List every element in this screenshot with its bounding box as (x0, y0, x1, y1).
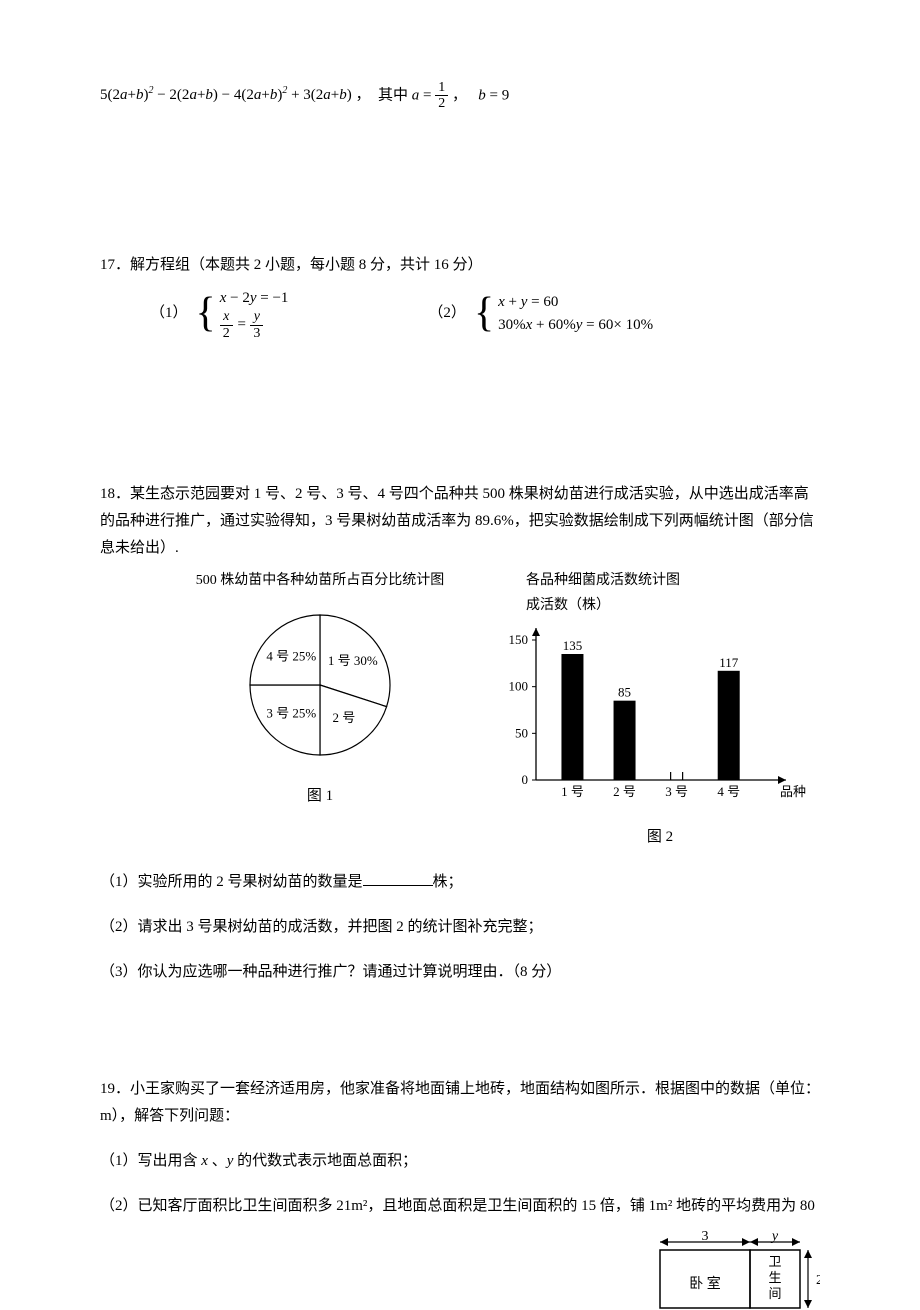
q19-heading: 19．小王家购买了一套经济适用房，他家准备将地面铺上地砖，地面结构如图所示．根据… (100, 1076, 820, 1130)
svg-text:100: 100 (509, 679, 529, 694)
q17-part2: （2） { x + y = 60 30%x + 60%y = 60× 10% (428, 287, 653, 341)
q16-a-frac: 1 2 (435, 80, 448, 112)
q18-pie-caption: 图 1 (140, 783, 500, 810)
svg-text:3 号 25%: 3 号 25% (266, 706, 316, 721)
q19: 19．小王家购买了一套经济适用房，他家准备将地面铺上地砖，地面结构如图所示．根据… (100, 1076, 820, 1220)
dim-y: y (770, 1230, 779, 1244)
svg-text:4 号 25%: 4 号 25% (266, 649, 316, 664)
q18-bar-title2: 成活数（株） (526, 593, 820, 618)
svg-text:2 号: 2 号 (332, 710, 355, 725)
q18-charts: 500 株幼苗中各种幼苗所占百分比统计图 1 号 30% 2 号 3 号 25% 4 … (100, 568, 820, 851)
q18-heading: 18．某生态示范园要对 1 号、2 号、3 号、4 号四个品种共 500 株果树… (100, 481, 820, 562)
dim-2: 2 (816, 1273, 820, 1288)
q18-pie-title: 500 株幼苗中各种幼苗所占百分比统计图 (140, 568, 500, 593)
q18-bar-caption: 图 2 (500, 824, 820, 851)
q18-sub2: （2）请求出 3 号果树幼苗的成活数，并把图 2 的统计图补充完整； (100, 914, 820, 941)
q16-a: a = (412, 87, 435, 103)
q16-b: b = 9 (478, 87, 509, 103)
q17-row: （1） { x − 2y = −1 x2 = y3 （2） { x + y = (150, 287, 820, 341)
q19-floor-diagram: 3 y 卧 室 卫 生 间 2 (650, 1230, 820, 1310)
q17-p2-eq2: 30%x + 60%y = 60× 10% (498, 314, 653, 337)
room-bath-2: 生 (768, 1270, 781, 1285)
q19-sub2: （2）已知客厅面积比卫生间面积多 21m²，且地面总面积是卫生间面积的 15 倍… (100, 1193, 820, 1220)
q18-sub1: （1）实验所用的 2 号果树幼苗的数量是株； (100, 869, 820, 896)
q16-math: 5(2a+b)2 − 2(2a+b) − 4(2a+b)2 + 3(2a+b) … (100, 87, 374, 103)
brace-icon: { (196, 295, 216, 333)
q19-sub1: （1）写出用含 x 、y 的代数式表示地面总面积； (100, 1148, 820, 1175)
q17-heading: 17．解方程组（本题共 2 小题，每小题 8 分，共计 16 分） (100, 252, 820, 279)
svg-text:2 号: 2 号 (613, 784, 636, 799)
q17-p2-eq1: x + y = 60 (498, 291, 653, 314)
room-bath-3: 间 (768, 1286, 781, 1301)
brace-icon: { (474, 295, 494, 333)
svg-text:117: 117 (719, 655, 739, 670)
room-bedroom: 卧 室 (689, 1275, 721, 1292)
svg-text:1 号: 1 号 (561, 784, 584, 799)
q18: 18．某生态示范园要对 1 号、2 号、3 号、4 号四个品种共 500 株果树… (100, 481, 820, 986)
room-bath-1: 卫 (768, 1254, 781, 1269)
q17: 17．解方程组（本题共 2 小题，每小题 8 分，共计 16 分） （1） { … (100, 252, 820, 341)
dim-3: 3 (702, 1230, 709, 1244)
svg-text:85: 85 (618, 685, 631, 700)
q18-bar-chart: 0 50 100 150 135 1 号 85 2 号 3 号 117 4 号 品种 (500, 618, 820, 808)
q17-p1-eq1: x − 2y = −1 (220, 287, 289, 310)
q18-sub3: （3）你认为应选哪一种品种进行推广？请通过计算说明理由．（8 分） (100, 959, 820, 986)
svg-text:品种: 品种 (780, 784, 806, 799)
svg-text:135: 135 (563, 638, 583, 653)
q18-bar-block: 各品种细菌成活数统计图 成活数（株） 0 50 100 150 135 1 号 85 2 号 3… (500, 568, 820, 851)
svg-text:50: 50 (515, 726, 528, 741)
svg-text:4 号: 4 号 (717, 784, 740, 799)
q18-bar-title1: 各品种细菌成活数统计图 (526, 568, 820, 593)
q16-expression: 5(2a+b)2 − 2(2a+b) − 4(2a+b)2 + 3(2a+b) … (100, 80, 820, 112)
svg-text:0: 0 (522, 772, 529, 787)
q17-p2-label: （2） (428, 300, 466, 327)
svg-text:150: 150 (509, 632, 529, 647)
q18-pie-block: 500 株幼苗中各种幼苗所占百分比统计图 1 号 30% 2 号 3 号 25% 4 … (140, 568, 500, 810)
q17-part1: （1） { x − 2y = −1 x2 = y3 (150, 287, 288, 341)
svg-text:1 号 30%: 1 号 30% (328, 653, 378, 668)
q17-p1-label: （1） (150, 300, 188, 327)
blank-input[interactable] (363, 871, 433, 886)
q18-pie-chart: 1 号 30% 2 号 3 号 25% 4 号 25% (220, 597, 420, 767)
q16-where-label: 其中 (378, 87, 408, 103)
svg-text:3 号: 3 号 (665, 784, 688, 799)
q17-p1-eq2: x2 = y3 (220, 309, 289, 341)
